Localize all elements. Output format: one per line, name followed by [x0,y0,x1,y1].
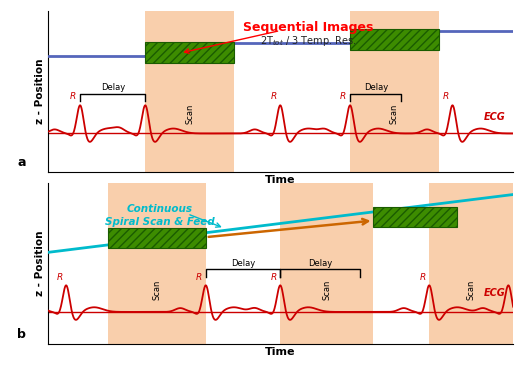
Bar [145,11,234,172]
X-axis label: Time: Time [265,347,296,357]
Text: Continuous
Spiral Scan & Feed: Continuous Spiral Scan & Feed [105,204,214,227]
Text: ECG: ECG [484,112,505,122]
Text: R: R [270,92,277,101]
Text: Scan: Scan [390,104,399,124]
Text: R: R [419,273,426,282]
Text: R: R [56,273,62,282]
Text: Scan: Scan [185,104,194,124]
Text: Sequential Images: Sequential Images [243,21,373,34]
Text: 2T$_{tot}$ / 3 Temp. Res.: 2T$_{tot}$ / 3 Temp. Res. [260,34,357,48]
Text: R: R [196,273,202,282]
Bar [145,42,234,63]
Bar [108,228,206,248]
Y-axis label: z - Position: z - Position [35,231,45,297]
Bar [280,183,373,344]
Text: b: b [17,328,26,341]
Text: Delay: Delay [363,83,388,92]
Bar [108,183,206,344]
Text: R: R [443,92,449,101]
Text: R: R [70,92,77,101]
Text: Scan: Scan [152,279,161,300]
Text: R: R [270,273,277,282]
Bar [350,11,439,172]
Bar [430,183,513,344]
Text: Delay: Delay [308,259,332,268]
Bar [350,29,439,50]
Bar [373,207,457,227]
Text: R: R [340,92,346,101]
Text: a: a [17,156,26,169]
Y-axis label: z - Position: z - Position [35,59,45,125]
Text: Delay: Delay [231,259,256,268]
Text: Delay: Delay [101,83,125,92]
Text: ECG: ECG [484,288,505,298]
Text: Scan: Scan [467,279,476,300]
X-axis label: Time: Time [265,175,296,185]
Text: Scan: Scan [322,279,332,300]
